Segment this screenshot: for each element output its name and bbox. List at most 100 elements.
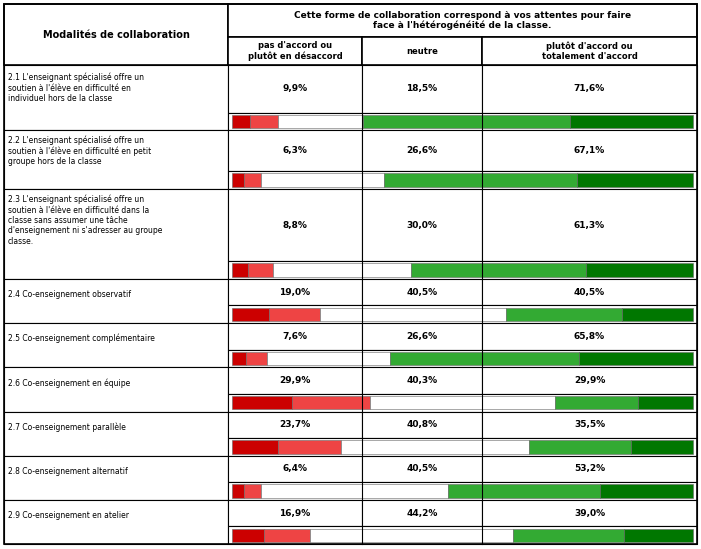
Text: 44,2%: 44,2%: [407, 509, 437, 518]
Bar: [310, 529, 513, 542]
Bar: [362, 131, 482, 171]
Bar: [4, 367, 228, 412]
Bar: [362, 500, 482, 526]
Bar: [390, 352, 578, 365]
Bar: [363, 115, 571, 128]
Bar: [411, 264, 586, 277]
Bar: [600, 484, 693, 498]
Bar: [4, 412, 228, 456]
Text: 2.2 L'enseignant spécialisé offre un
soutien à l'élève en difficulté en petit
gr: 2.2 L'enseignant spécialisé offre un sou…: [8, 136, 151, 166]
Bar: [506, 307, 622, 321]
Text: 6,4%: 6,4%: [283, 464, 308, 473]
Bar: [250, 115, 278, 128]
Bar: [228, 261, 697, 279]
Text: 2.4 Co-enseignement observatif: 2.4 Co-enseignement observatif: [8, 290, 131, 299]
Text: plutôt d'accord ou
totalement d'accord: plutôt d'accord ou totalement d'accord: [542, 41, 637, 61]
Bar: [246, 352, 267, 365]
Text: 26,6%: 26,6%: [407, 332, 437, 341]
Bar: [232, 352, 246, 365]
Text: 65,8%: 65,8%: [574, 332, 605, 341]
Bar: [228, 65, 362, 113]
Bar: [232, 115, 250, 128]
Text: 19,0%: 19,0%: [280, 288, 311, 296]
Bar: [228, 131, 362, 171]
Bar: [4, 456, 228, 500]
Bar: [482, 189, 697, 261]
Bar: [4, 500, 228, 544]
Bar: [513, 529, 624, 542]
Bar: [4, 279, 228, 323]
Text: 29,9%: 29,9%: [574, 376, 605, 385]
Bar: [362, 412, 482, 438]
Text: 2.6 Co-enseignement en équipe: 2.6 Co-enseignement en équipe: [8, 378, 130, 388]
Bar: [232, 264, 248, 277]
Text: 9,9%: 9,9%: [283, 85, 308, 93]
Text: 30,0%: 30,0%: [407, 221, 437, 229]
Bar: [4, 323, 228, 367]
Bar: [228, 113, 697, 131]
Bar: [578, 352, 693, 365]
Text: 40,5%: 40,5%: [407, 464, 437, 473]
Bar: [369, 396, 555, 410]
Bar: [362, 189, 482, 261]
Bar: [529, 440, 631, 453]
Bar: [362, 279, 482, 305]
Bar: [482, 37, 697, 65]
Bar: [228, 526, 697, 544]
Bar: [261, 173, 383, 187]
Text: 71,6%: 71,6%: [574, 85, 605, 93]
Bar: [482, 456, 697, 482]
Text: 23,7%: 23,7%: [280, 421, 311, 429]
Bar: [228, 323, 362, 350]
Bar: [228, 456, 362, 482]
Bar: [555, 396, 638, 410]
Text: 39,0%: 39,0%: [574, 509, 605, 518]
Bar: [362, 367, 482, 394]
Text: 40,5%: 40,5%: [407, 288, 437, 296]
Bar: [4, 131, 228, 189]
Bar: [638, 396, 693, 410]
Bar: [362, 323, 482, 350]
Bar: [267, 352, 390, 365]
Bar: [228, 4, 697, 37]
Bar: [482, 131, 697, 171]
Text: 2.8 Co-enseignement alternatif: 2.8 Co-enseignement alternatif: [8, 467, 128, 475]
Bar: [383, 173, 578, 187]
Bar: [228, 305, 697, 323]
Bar: [228, 171, 697, 189]
Text: 40,5%: 40,5%: [574, 288, 605, 296]
Text: 2.9 Co-enseignement en atelier: 2.9 Co-enseignement en atelier: [8, 511, 129, 520]
Text: 2.5 Co-enseignement complémentaire: 2.5 Co-enseignement complémentaire: [8, 334, 155, 343]
Bar: [586, 264, 693, 277]
Bar: [482, 500, 697, 526]
Text: 6,3%: 6,3%: [283, 146, 308, 155]
Bar: [482, 65, 697, 113]
Bar: [278, 440, 341, 453]
Text: neutre: neutre: [406, 47, 438, 55]
Bar: [232, 484, 243, 498]
Bar: [232, 440, 278, 453]
Bar: [624, 529, 693, 542]
Bar: [228, 350, 697, 367]
Bar: [448, 484, 600, 498]
Bar: [622, 307, 693, 321]
Bar: [269, 307, 320, 321]
Bar: [362, 456, 482, 482]
Bar: [362, 65, 482, 113]
Bar: [228, 367, 362, 394]
Bar: [228, 412, 362, 438]
Text: 18,5%: 18,5%: [407, 85, 437, 93]
Bar: [228, 394, 697, 412]
Bar: [571, 115, 693, 128]
Bar: [482, 279, 697, 305]
Text: 2.7 Co-enseignement parallèle: 2.7 Co-enseignement parallèle: [8, 422, 126, 432]
Text: 61,3%: 61,3%: [574, 221, 605, 229]
Bar: [292, 396, 369, 410]
Bar: [4, 189, 228, 279]
Text: 35,5%: 35,5%: [574, 421, 605, 429]
Text: 8,8%: 8,8%: [283, 221, 308, 229]
Bar: [228, 500, 362, 526]
Text: 53,2%: 53,2%: [574, 464, 605, 473]
Text: 16,9%: 16,9%: [280, 509, 311, 518]
Bar: [273, 264, 411, 277]
